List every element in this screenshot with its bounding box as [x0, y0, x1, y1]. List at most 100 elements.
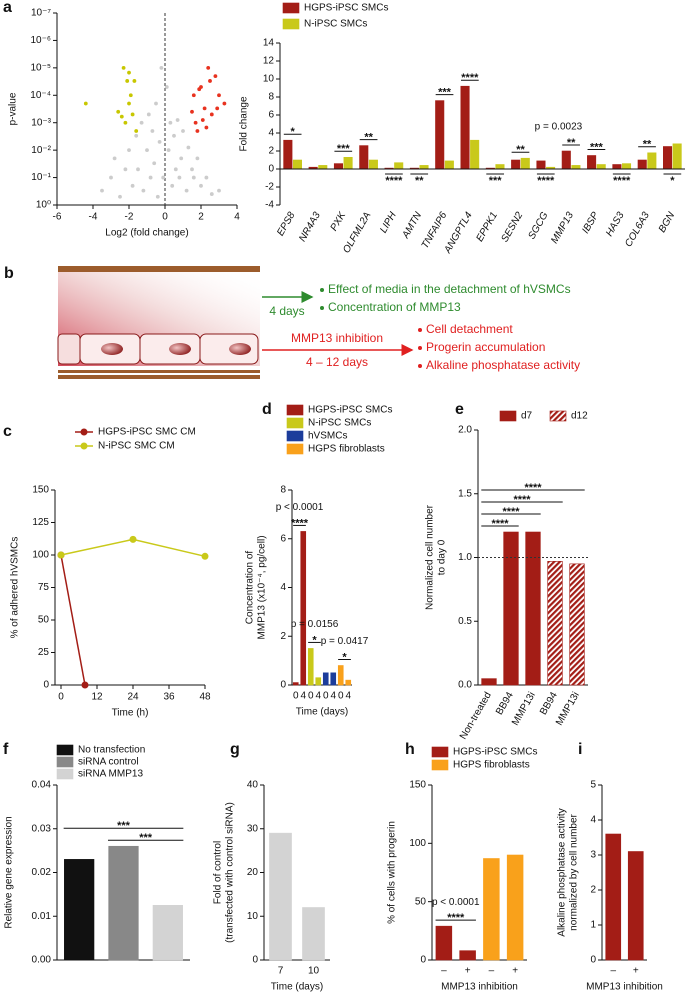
y-tick-label: 2.0	[458, 425, 472, 436]
annotation: ****	[513, 494, 531, 506]
point	[123, 120, 128, 125]
legend-swatch	[286, 404, 304, 416]
x-tick-label: 0	[338, 691, 344, 702]
x-tick-label: +	[465, 966, 471, 977]
y-tick-label: 4	[268, 128, 274, 139]
y-tick-label: 150	[409, 780, 426, 791]
legend-label: siRNA control	[78, 757, 139, 768]
x-tick-label: +	[633, 966, 639, 977]
bar	[460, 85, 470, 170]
bar	[571, 165, 581, 170]
legend-swatch	[431, 746, 449, 758]
y-tick-label: 8	[280, 485, 286, 496]
bar	[470, 139, 480, 170]
legend-label: HGPS-iPSC SMCs	[308, 405, 392, 416]
point	[166, 148, 171, 153]
bar	[302, 907, 325, 961]
point	[145, 148, 149, 153]
y-tick-label: 4	[280, 582, 286, 593]
y-tick-label: 0	[280, 680, 286, 691]
nucleus	[101, 343, 123, 355]
annotation: *	[342, 651, 347, 663]
annotation: ****	[524, 482, 542, 494]
x-tick-label: 2	[198, 212, 204, 223]
annotation: **	[567, 137, 576, 149]
bar	[337, 665, 344, 686]
y-tick-label: 1	[590, 920, 596, 931]
bar	[359, 145, 369, 170]
point	[83, 101, 88, 106]
annotation: *	[670, 175, 675, 187]
y-tick-label: 150	[32, 485, 49, 496]
bar	[292, 682, 299, 686]
bar	[459, 950, 476, 961]
annotation: ***	[117, 820, 131, 832]
annotation: p < 0.0001	[432, 897, 480, 908]
bar	[621, 163, 632, 170]
y-tick-label: 14	[263, 38, 275, 49]
x-axis-label: Time (days)	[271, 982, 323, 993]
x-tick-label: -4	[89, 212, 98, 223]
legend-swatch	[431, 759, 449, 771]
arrow-label: 4 days	[269, 304, 304, 318]
point	[81, 681, 89, 689]
x-tick-label: 4	[330, 691, 336, 702]
y-tick-label: 0.01	[32, 911, 52, 922]
y-tick-label: 40	[247, 780, 259, 791]
point	[213, 74, 218, 79]
bar	[330, 672, 337, 686]
point	[202, 106, 207, 111]
y-axis-label: Normalized cell number	[425, 504, 436, 610]
annotation: ****	[461, 72, 479, 84]
y-tick-label: 1.0	[458, 552, 472, 563]
x-axis-label: Time (days)	[296, 707, 348, 718]
bar	[569, 563, 585, 686]
point	[130, 183, 135, 188]
y-axis-label: Alkaline phosphatase activity	[557, 808, 568, 936]
cell	[57, 333, 81, 365]
vessel-wall-top	[58, 266, 260, 272]
legend-swatch	[56, 756, 74, 768]
x-tick-label: HAS3	[604, 210, 627, 239]
bar	[481, 678, 497, 686]
y-tick-label: 10⁻²	[31, 145, 51, 156]
y-tick-label: 0.02	[32, 867, 52, 878]
bar	[520, 157, 530, 170]
y-axis-label: Fold of control	[213, 841, 224, 904]
legend-swatch	[286, 443, 304, 455]
y-tick-label: 100	[32, 550, 49, 561]
point	[148, 175, 153, 180]
item: Concentration of MMP13	[328, 300, 461, 314]
x-tick-label: 4	[234, 212, 240, 223]
point	[157, 139, 162, 144]
panel-letter: f	[3, 741, 9, 758]
point	[127, 70, 131, 75]
y-tick-label: 50	[415, 896, 427, 907]
point	[179, 156, 184, 161]
y-axis-label: % of adhered hVSMCs	[10, 537, 21, 639]
point	[127, 148, 131, 153]
panel-letter: d	[262, 401, 272, 418]
bar	[587, 155, 597, 170]
y-tick-label: -4	[265, 200, 274, 211]
legend-swatch	[499, 410, 517, 422]
y-axis-label: MMP13 (x10⁻⁴, pg/cell)	[257, 535, 268, 639]
legend-swatch	[56, 744, 74, 756]
panel-letter: e	[455, 401, 464, 418]
y-tick-label: 0	[268, 164, 274, 175]
y-axis-label: Fold change	[239, 96, 250, 151]
x-tick-label: 0	[293, 691, 299, 702]
legend-label: HGPS-iPSC SMCs	[304, 3, 388, 14]
legend-label: HGPS fibroblasts	[308, 444, 385, 455]
bar	[283, 139, 293, 170]
legend-label: d7	[521, 411, 533, 422]
bar	[483, 858, 500, 961]
y-tick-label: 0.03	[32, 823, 52, 834]
x-tick-label: -6	[53, 212, 62, 223]
legend-label: HGPS-iPSC SMCs	[453, 747, 537, 758]
annotation: *	[312, 634, 317, 646]
y-axis-label: Concentration of	[245, 551, 256, 625]
vessel-wall-bottom	[58, 370, 260, 373]
x-tick-label: LIPH	[378, 210, 399, 235]
annotation: ****	[491, 518, 509, 530]
